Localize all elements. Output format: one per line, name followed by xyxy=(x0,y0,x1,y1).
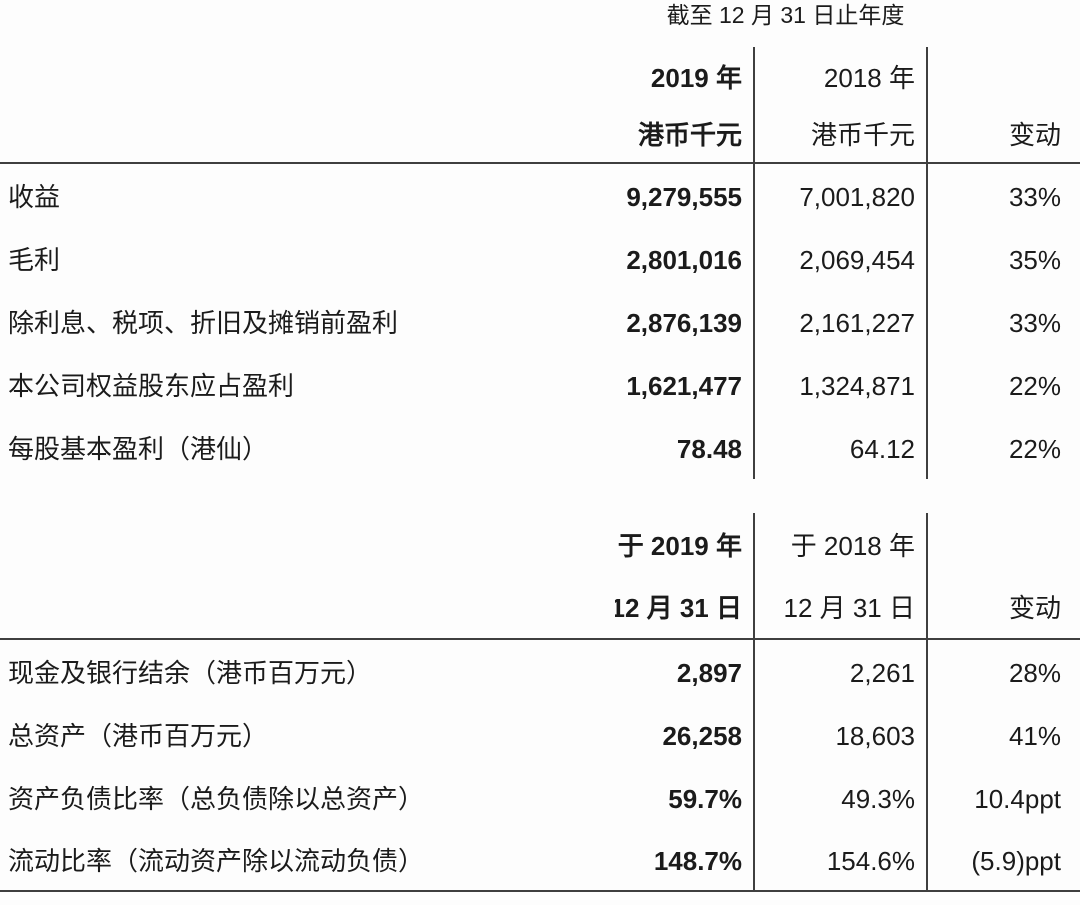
value-2018: 2,069,454 xyxy=(753,227,926,290)
row-label-basic-eps: 每股基本盈利（港仙） xyxy=(8,434,269,465)
value-change: (5.9)ppt xyxy=(926,829,1080,892)
value-change: 22% xyxy=(926,353,1080,416)
spacer xyxy=(926,513,1080,575)
col-subheader-currency-2018: 港币千元 xyxy=(753,105,926,164)
spacer xyxy=(0,513,615,575)
row-label-ebitda: 除利息、税项、折旧及摊销前盈利 xyxy=(8,308,399,339)
value-2019: 78.48 xyxy=(676,434,742,465)
value-2019: 9,279,555 xyxy=(626,182,742,213)
value-2019: 59.7% xyxy=(668,784,742,815)
value-2019: 2,876,139 xyxy=(626,308,742,339)
value-2019: 2,801,016 xyxy=(626,245,742,276)
value-2018: 64.12 xyxy=(753,416,926,479)
spacer xyxy=(926,0,1080,47)
row-label-cash-bank-balances: 现金及银行结余（港币百万元） xyxy=(8,658,373,689)
value-2019: 2,897 xyxy=(676,658,742,689)
value-2018: 2,261 xyxy=(753,640,926,703)
col-subheader-date-2019: 12 月 31 日 xyxy=(615,575,753,640)
value-2019: 26,258 xyxy=(662,721,742,752)
value-change: 22% xyxy=(926,416,1080,479)
row-label-profit-attributable: 本公司权益股东应占盈利 xyxy=(8,371,295,402)
value-change: 33% xyxy=(926,164,1080,227)
row-label-total-assets: 总资产（港币百万元） xyxy=(8,721,269,752)
value-2019: 1,621,477 xyxy=(626,371,742,402)
row-label-gearing-ratio: 资产负债比率（总负债除以总资产） xyxy=(8,784,425,815)
value-change: 41% xyxy=(926,703,1080,766)
spacer xyxy=(0,0,615,47)
spacer xyxy=(0,105,615,164)
spacer xyxy=(0,575,615,640)
col-header-asat-2018: 于 2018 年 xyxy=(753,513,926,575)
value-change: 35% xyxy=(926,227,1080,290)
col-header-change: 变动 xyxy=(926,575,1080,640)
col-header-2019: 2019 年 xyxy=(650,62,742,93)
col-subheader-currency-2019: 港币千元 xyxy=(615,105,753,164)
value-2018: 7,001,820 xyxy=(753,164,926,227)
value-change: 33% xyxy=(926,290,1080,353)
table-period-title: 截至 12 月 31 日止年度 xyxy=(666,2,905,28)
balance-sheet-table: 于 2019 年 于 2018 年 12 月 31 日 12 月 31 日 变动… xyxy=(0,513,1080,892)
value-2019: 148.7% xyxy=(615,829,753,892)
value-change: 10.4ppt xyxy=(926,766,1080,829)
annual-results-table: 截至 12 月 31 日止年度 2019 年 2018 年 港币千元 港币千元 … xyxy=(0,0,1080,479)
row-label-current-ratio: 流动比率（流动资产除以流动负债） xyxy=(0,829,615,892)
col-header-change: 变动 xyxy=(926,105,1080,164)
row-label-revenue: 收益 xyxy=(8,182,61,213)
col-header-2018: 2018 年 xyxy=(753,47,926,105)
value-2018: 18,603 xyxy=(753,703,926,766)
spacer xyxy=(926,47,1080,105)
spacer xyxy=(0,47,615,105)
col-header-asat-2019: 于 2019 年 xyxy=(617,530,742,561)
value-2018: 1,324,871 xyxy=(753,353,926,416)
col-subheader-date-2018: 12 月 31 日 xyxy=(753,575,926,640)
value-2018: 154.6% xyxy=(753,829,926,892)
value-2018: 2,161,227 xyxy=(753,290,926,353)
value-change: 28% xyxy=(926,640,1080,703)
value-2018: 49.3% xyxy=(753,766,926,829)
row-label-gross-profit: 毛利 xyxy=(8,245,61,276)
